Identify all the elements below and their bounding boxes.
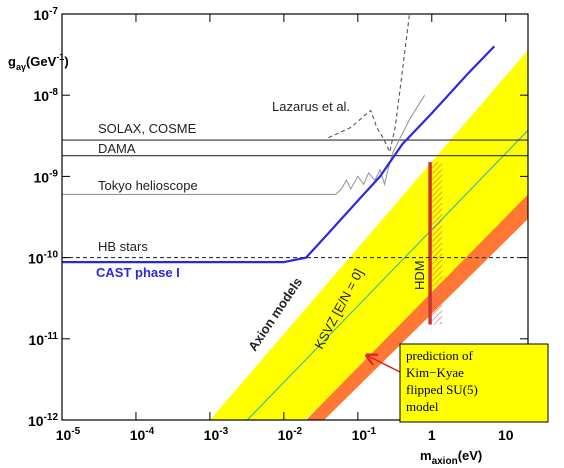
series-label: HDM	[412, 260, 427, 290]
series-line	[246, 129, 528, 420]
tick-exponent: -4	[145, 426, 154, 437]
tick-label: 10-4	[130, 426, 155, 443]
tick-base: 10	[29, 332, 45, 348]
tick-label: 10-10	[28, 250, 58, 267]
tick-exponent: -8	[49, 87, 58, 98]
tick-exponent: -9	[49, 168, 58, 179]
series-group	[62, 14, 528, 420]
tick-exponent: -5	[71, 426, 80, 437]
annotation-text: Kim−Kyae	[406, 365, 464, 380]
series-label: Tokyo helioscope	[98, 178, 198, 193]
annotation-text: model	[406, 399, 439, 414]
tick-base: 10	[34, 88, 50, 104]
frame	[61, 13, 529, 421]
series-label: Lazarus et al.	[272, 99, 350, 114]
annotation-text: prediction of	[406, 348, 473, 363]
series-label: DAMA	[98, 141, 136, 156]
x-axis-label: maxion(eV)	[420, 448, 482, 467]
tick-label: 1	[428, 427, 436, 443]
tick-label: 10-7	[34, 6, 59, 23]
tick-base: 10	[34, 169, 50, 185]
y-label-close: )	[64, 54, 68, 69]
tick-exponent: -12	[44, 412, 59, 423]
y-label-unit: (GeV	[26, 54, 57, 69]
tick-base: 10	[130, 427, 146, 443]
tick-exponent: -1	[367, 426, 376, 437]
series-line	[62, 94, 426, 195]
y-label-base: g	[8, 54, 16, 69]
tick-exponent: -11	[44, 331, 58, 342]
tick-exponent: -7	[49, 6, 58, 17]
tick-label: 10-9	[34, 168, 59, 185]
annotation-box	[399, 343, 549, 423]
x-label-sub: axion	[432, 456, 458, 467]
tick-label: 10-12	[28, 412, 58, 429]
tick-base: 10	[28, 413, 44, 429]
tick-label: 10-5	[56, 426, 81, 443]
x-label-unit: (eV)	[458, 448, 483, 463]
tick-base: 10	[56, 427, 72, 443]
annotation-arrow	[368, 356, 401, 373]
band	[209, 50, 528, 420]
tick-label: 10-3	[204, 426, 229, 443]
series-line	[62, 45, 496, 264]
hatch	[432, 162, 443, 325]
band	[306, 194, 528, 420]
series-label: SOLAX, COSME	[98, 121, 197, 136]
y-label-sup: -1	[56, 52, 64, 62]
tick-label: 10	[498, 427, 514, 443]
tick-base: 10	[352, 427, 368, 443]
tick-label: 10-2	[278, 426, 303, 443]
series-line	[328, 14, 411, 154]
y-label-sub: aγ	[16, 62, 26, 72]
series-label: HB stars	[98, 239, 148, 254]
tick-base: 10	[34, 7, 50, 23]
tick-exponent: -3	[219, 426, 228, 437]
y-axis-label: gaγ(GeV-1)	[8, 52, 69, 72]
tick-label: 10-1	[352, 426, 377, 443]
tick-exponent: -2	[293, 426, 302, 437]
x-label-base: m	[420, 448, 432, 463]
tick-label: 10-11	[29, 331, 59, 348]
tick-base: 10	[278, 427, 294, 443]
series-label: CAST phase I	[96, 265, 180, 280]
tick-base: 10	[28, 251, 44, 267]
tick-exponent: -10	[44, 250, 59, 261]
tick-label: 10-8	[34, 87, 59, 104]
tick-base: 10	[204, 427, 220, 443]
annotation-text: flipped SU(5)	[406, 382, 478, 397]
